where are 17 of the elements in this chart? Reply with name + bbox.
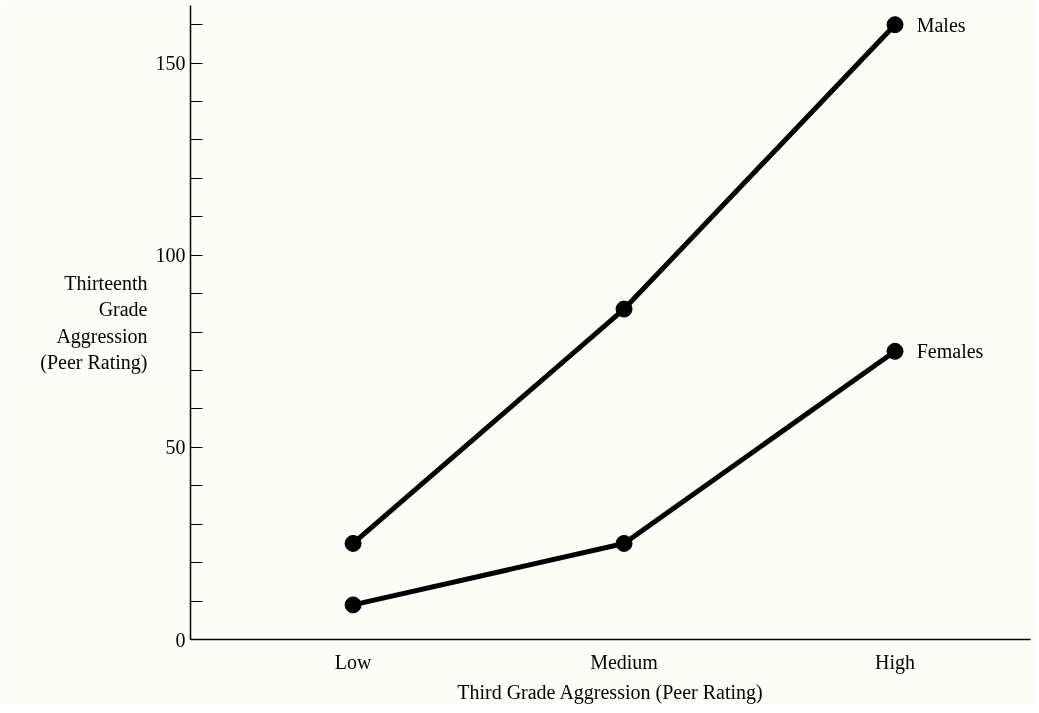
y-tick-label: 100 xyxy=(155,244,186,267)
x-tick-label: Medium xyxy=(590,650,659,673)
point xyxy=(344,534,362,552)
series-label: Females xyxy=(916,340,984,363)
x-axis-title: Third Grade Aggression (Peer Rating) xyxy=(457,680,763,704)
y-tick-label: 150 xyxy=(155,52,186,75)
y-tick-label: 0 xyxy=(175,628,186,651)
point xyxy=(886,342,904,360)
y-tick-label: 50 xyxy=(165,436,186,459)
y-axis-title: Thirteenth Grade Aggression (Peer Rating) xyxy=(40,271,148,375)
point xyxy=(886,16,904,34)
point xyxy=(615,300,633,318)
series-label: Males xyxy=(916,13,966,36)
point xyxy=(344,596,362,614)
x-tick-label: High xyxy=(875,650,916,674)
x-tick-label: Low xyxy=(334,650,372,673)
point xyxy=(615,534,633,552)
